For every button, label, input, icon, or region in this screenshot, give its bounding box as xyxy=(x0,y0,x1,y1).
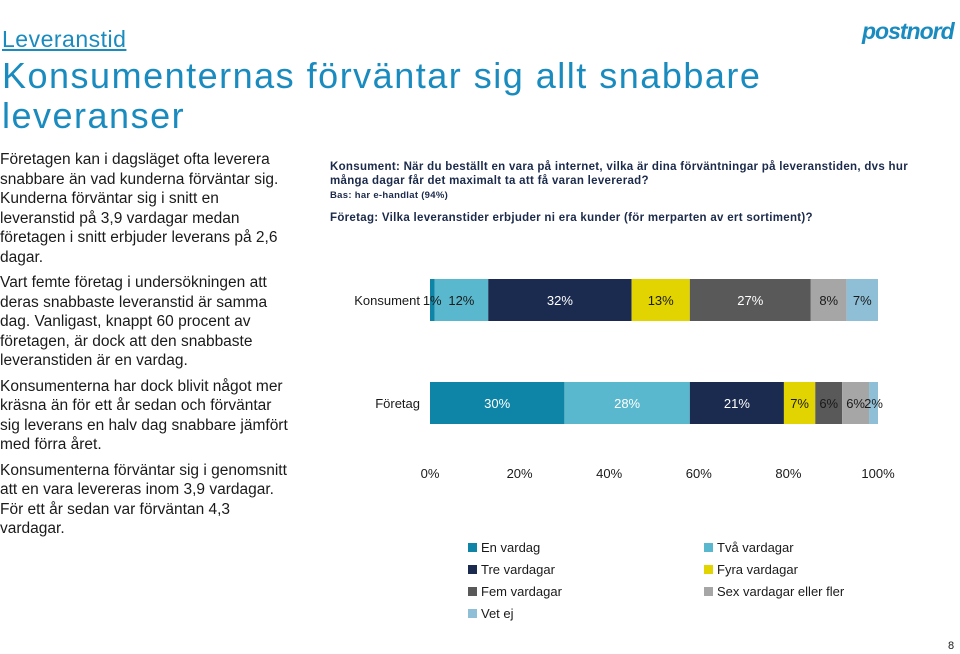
legend-label: Sex vardagar eller fler xyxy=(717,584,845,599)
category-label: Konsument xyxy=(354,293,420,308)
bar-segment xyxy=(434,279,489,321)
x-tick-label: 100% xyxy=(861,466,895,481)
legend-label: En vardag xyxy=(481,540,541,555)
bar-segment xyxy=(631,279,690,321)
bar-segment xyxy=(430,382,565,424)
x-tick-label: 0% xyxy=(421,466,440,481)
legend-swatch xyxy=(468,565,477,574)
data-label: 7% xyxy=(790,396,809,411)
x-tick-label: 20% xyxy=(507,466,533,481)
data-label: 32% xyxy=(547,293,573,308)
legend-item: Sex vardagar eller fler xyxy=(704,584,844,599)
data-label: 7% xyxy=(853,293,872,308)
legend-label: Två vardagar xyxy=(717,540,794,555)
legend-swatch xyxy=(468,609,477,618)
data-label: 27% xyxy=(737,293,763,308)
legend-label: Fyra vardagar xyxy=(717,562,798,577)
bar-segment xyxy=(488,279,632,321)
legend-label: Tre vardagar xyxy=(481,562,555,577)
bar-segment xyxy=(815,382,843,424)
body-paragraph: Konsumenterna har dock blivit något mer … xyxy=(0,377,288,454)
section-kicker: Leveranstid xyxy=(2,26,127,52)
legend-item: Fem vardagar xyxy=(468,584,562,599)
data-label: 6% xyxy=(846,396,865,411)
data-label: 13% xyxy=(648,293,674,308)
legend-swatch xyxy=(704,543,713,552)
legend-item: Tre vardagar xyxy=(468,562,555,577)
bar-segment xyxy=(783,382,816,424)
data-label: 2% xyxy=(864,396,883,411)
company-question: Företag: Vilka leveranstider erbjuder ni… xyxy=(330,212,813,224)
page-number: 8 xyxy=(948,640,955,652)
body-paragraph: Vart femte företag i undersökningen att … xyxy=(0,274,268,369)
bar-segment xyxy=(689,382,784,424)
legend-swatch xyxy=(704,565,713,574)
data-label: 8% xyxy=(819,293,838,308)
page-title: Konsumenternas förväntar sig allt snabba… xyxy=(2,55,762,136)
bar-segment xyxy=(810,279,847,321)
bar-segment xyxy=(689,279,811,321)
legend-label: Vet ej xyxy=(481,606,514,621)
body-text: Företagen kan i dagsläget ofta leverera … xyxy=(0,150,290,545)
body-paragraph: Företagen kan i dagsläget ofta leverera … xyxy=(0,151,279,266)
consumer-question: Konsument: När du beställt en vara på in… xyxy=(330,161,908,187)
data-label: 6% xyxy=(819,396,838,411)
data-label: 1% xyxy=(423,293,442,308)
bar-segment xyxy=(430,279,435,321)
legend-item: Vet ej xyxy=(468,606,514,621)
legend-item: En vardag xyxy=(468,540,540,555)
legend-swatch xyxy=(704,587,713,596)
data-label: 30% xyxy=(484,396,510,411)
legend-label: Fem vardagar xyxy=(481,584,562,599)
data-label: 28% xyxy=(614,396,640,411)
survey-questions: Konsument: När du beställt en vara på in… xyxy=(330,160,950,225)
bar-segment xyxy=(869,382,878,424)
x-tick-label: 80% xyxy=(775,466,801,481)
data-label: 12% xyxy=(448,293,474,308)
legend-item: Två vardagar xyxy=(704,540,794,555)
bar-segment xyxy=(846,279,878,321)
legend-swatch xyxy=(468,543,477,552)
legend-item: Fyra vardagar xyxy=(704,562,798,577)
bar-segment xyxy=(842,382,870,424)
body-paragraph: Konsumenterna förväntar sig i genomsnitt… xyxy=(0,461,287,538)
x-tick-label: 60% xyxy=(686,466,712,481)
bar-segment xyxy=(564,382,690,424)
data-label: 21% xyxy=(724,396,750,411)
legend-swatch xyxy=(468,587,477,596)
base-note: Bas: har e-handlat (94%) xyxy=(330,190,449,201)
category-label: Företag xyxy=(375,396,420,411)
x-tick-label: 40% xyxy=(596,466,622,481)
postnord-logo: postnord xyxy=(862,18,955,44)
